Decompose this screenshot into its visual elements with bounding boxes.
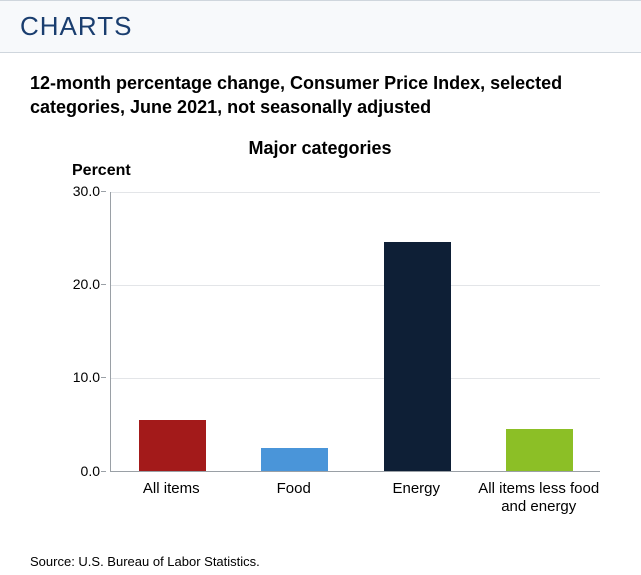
x-tick-label: Food — [233, 480, 356, 498]
x-tick-label: All items less food and energy — [478, 480, 601, 516]
x-tick-label: All items — [110, 480, 233, 498]
chart-plot — [110, 192, 600, 472]
chart-area: Major categories Percent 0.0 10.0 20.0 30.0… — [30, 138, 610, 538]
y-tick-label: 10.0 — [60, 369, 100, 385]
y-tick-label: 0.0 — [60, 463, 100, 479]
x-tick-label: Energy — [355, 480, 478, 498]
bar — [139, 420, 206, 470]
chart-container: 12-month percentage change, Consumer Pri… — [0, 53, 641, 548]
gridline — [111, 192, 600, 193]
section-title: CHARTS — [20, 11, 621, 42]
y-tick-label: 30.0 — [60, 183, 100, 199]
chart-title: 12-month percentage change, Consumer Pri… — [30, 71, 611, 120]
y-axis-label: Percent — [72, 162, 131, 180]
bar — [261, 448, 328, 470]
gridline — [111, 378, 600, 379]
gridline — [111, 285, 600, 286]
y-tick-label: 20.0 — [60, 276, 100, 292]
chart-subtitle: Major categories — [30, 138, 610, 159]
section-header: CHARTS — [0, 0, 641, 53]
bar — [506, 429, 573, 471]
chart-source: Source: U.S. Bureau of Labor Statistics. — [0, 548, 641, 575]
bar — [384, 242, 451, 471]
